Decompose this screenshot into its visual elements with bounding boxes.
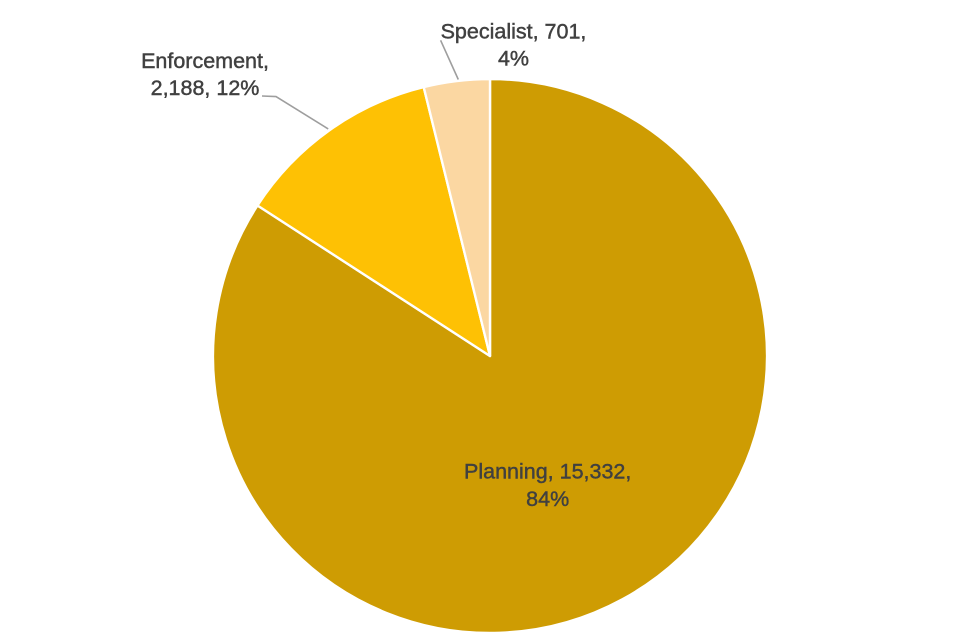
svg-text:Planning, 15,332,: Planning, 15,332,: [464, 460, 631, 484]
svg-text:2,188, 12%: 2,188, 12%: [151, 76, 260, 100]
svg-text:Enforcement,: Enforcement,: [141, 49, 269, 73]
svg-text:Specialist, 701,: Specialist, 701,: [441, 20, 587, 44]
svg-text:4%: 4%: [498, 47, 529, 71]
svg-text:84%: 84%: [526, 487, 569, 511]
